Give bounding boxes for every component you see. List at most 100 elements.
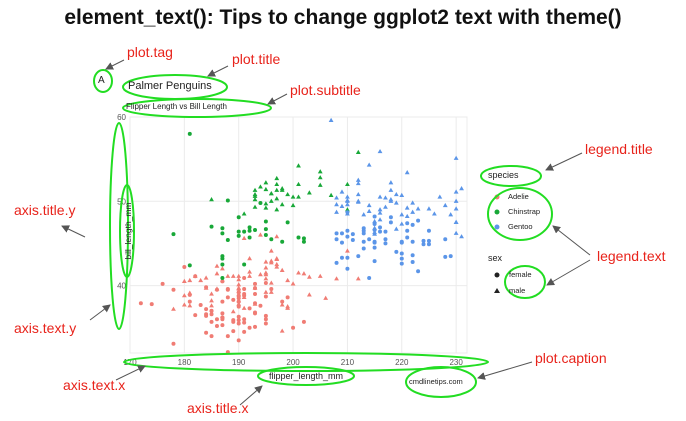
data-point-chinstrap (225, 238, 230, 243)
data-point-gentoo (339, 203, 345, 208)
data-point-gentoo (366, 208, 372, 213)
label-axis-text-y: axis.text.y (14, 320, 77, 336)
axis-text-y-ellipse (109, 122, 129, 330)
data-point-adelie (236, 314, 241, 319)
data-point-adelie (214, 263, 220, 268)
data-point-gentoo (334, 195, 339, 200)
data-point-chinstrap (274, 175, 280, 181)
data-point-gentoo (372, 239, 377, 244)
data-point-chinstrap (279, 186, 285, 191)
data-point-adelie (236, 277, 242, 282)
arrow-legend-text-sex (546, 259, 591, 286)
legend-title-species: species (488, 170, 519, 180)
data-point-gentoo (361, 212, 367, 217)
data-point-gentoo (367, 237, 372, 242)
data-point-chinstrap (263, 227, 268, 232)
data-point-adelie (242, 292, 247, 296)
data-point-adelie (209, 308, 214, 313)
data-point-chinstrap (220, 254, 225, 259)
data-point-adelie (236, 301, 242, 306)
data-point-chinstrap (290, 194, 296, 199)
data-point-chinstrap (253, 227, 258, 232)
data-point-adelie (242, 329, 247, 334)
data-point-gentoo (410, 200, 416, 205)
data-point-chinstrap (263, 233, 268, 237)
x-tick-label: 230 (449, 358, 463, 367)
data-point-gentoo (345, 234, 350, 239)
data-point-chinstrap (296, 163, 301, 168)
data-point-gentoo (399, 256, 404, 261)
data-point-gentoo (345, 255, 350, 260)
x-tick-label: 200 (286, 358, 300, 367)
data-point-adelie (301, 271, 307, 276)
arrow-axis-text-x (115, 365, 146, 381)
data-point-chinstrap (274, 196, 280, 201)
data-point-adelie (220, 299, 225, 304)
data-point-adelie (247, 325, 252, 330)
data-point-adelie (149, 302, 154, 307)
data-point-adelie (209, 291, 214, 296)
data-point-gentoo (388, 180, 394, 185)
data-point-gentoo (453, 206, 459, 211)
data-point-chinstrap (252, 197, 258, 202)
data-point-gentoo (383, 237, 388, 242)
data-point-gentoo (339, 240, 344, 245)
legend-label-male: male (509, 286, 526, 295)
data-point-adelie (290, 281, 296, 286)
data-point-chinstrap (220, 275, 225, 280)
data-point-adelie (230, 273, 236, 278)
data-point-gentoo (388, 187, 394, 192)
data-point-chinstrap (296, 181, 301, 187)
data-point-gentoo (361, 246, 366, 251)
axis-title-y: bill_length_mm (123, 202, 133, 260)
plot-caption-ellipse (405, 366, 477, 398)
data-point-chinstrap (209, 197, 214, 202)
data-point-chinstrap (296, 194, 301, 199)
data-point-gentoo (459, 234, 464, 239)
arrow-legend-text-species (552, 225, 591, 256)
data-point-adelie (263, 313, 268, 318)
data-point-adelie (274, 234, 280, 239)
data-point-adelie (236, 298, 242, 303)
data-point-adelie (285, 304, 291, 309)
data-point-adelie (187, 277, 193, 283)
data-point-adelie (230, 309, 236, 314)
data-point-adelie (285, 295, 290, 300)
data-point-adelie (209, 298, 214, 303)
data-point-gentoo (345, 266, 350, 271)
highlight-ellipses (93, 69, 553, 398)
plot-panel (129, 116, 468, 354)
data-point-adelie (204, 312, 209, 317)
arrow-plot-subtitle (267, 93, 288, 105)
data-point-gentoo (393, 226, 399, 231)
data-point-adelie (279, 302, 285, 307)
legend-key-gentoo (494, 224, 500, 230)
legend-label-chinstrap: Chinstrap (508, 207, 541, 216)
data-point-gentoo (345, 211, 350, 216)
data-point-gentoo (415, 206, 421, 211)
data-point-adelie (181, 293, 187, 298)
data-point-adelie (242, 320, 247, 325)
data-point-chinstrap (263, 201, 269, 206)
data-point-gentoo (388, 220, 393, 225)
legend-key-female (494, 272, 500, 278)
data-point-gentoo (405, 228, 410, 233)
data-point-chinstrap (317, 182, 323, 187)
legend-key-male (494, 288, 500, 293)
data-point-chinstrap (296, 235, 301, 240)
data-point-chinstrap (236, 233, 241, 238)
data-point-adelie (274, 256, 280, 262)
data-point-adelie (204, 307, 209, 312)
data-point-chinstrap (247, 225, 252, 230)
data-point-chinstrap (225, 198, 230, 203)
plot-tag-ellipse (93, 69, 113, 93)
data-point-adelie (171, 306, 176, 311)
data-point-adelie (306, 274, 312, 279)
data-point-gentoo (426, 228, 431, 233)
data-point-adelie (263, 317, 268, 322)
legend-label-gentoo: Gentoo (508, 222, 533, 231)
data-point-gentoo (405, 221, 410, 226)
data-point-adelie (236, 292, 242, 297)
data-point-adelie (317, 273, 323, 278)
data-point-gentoo (372, 231, 377, 236)
